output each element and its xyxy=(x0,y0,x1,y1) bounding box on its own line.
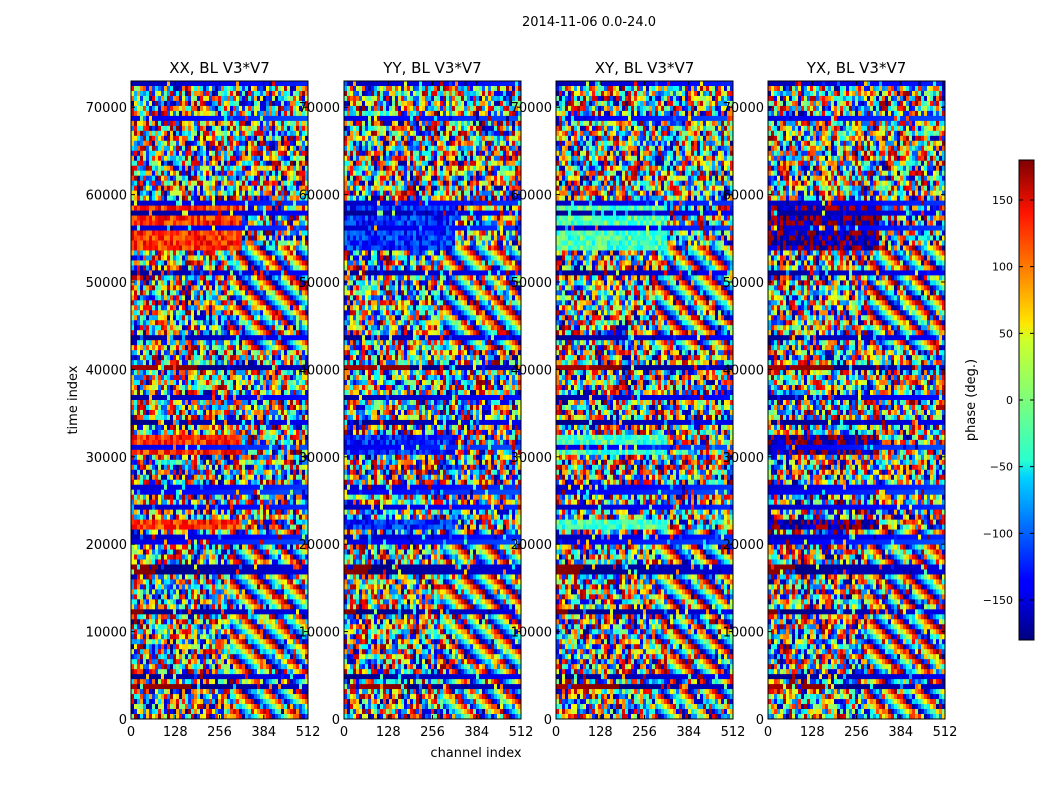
panels: XX, BL V3*V7 0 128 256 384 512 0 10000 20000 3000… xyxy=(86,59,958,740)
panel-4-phase-image xyxy=(768,81,946,720)
colorbar-tick-label: 100 xyxy=(992,261,1013,274)
y-tick-label: 20000 xyxy=(86,538,127,553)
y-tick-label: 50000 xyxy=(511,276,552,291)
colorbar-tick-label: 150 xyxy=(992,194,1013,207)
x-tick-label: 512 xyxy=(296,725,321,740)
colorbar: −150 −100 −50 0 50 100 150 phase (deg.) xyxy=(964,159,1035,641)
y-tick-label: 30000 xyxy=(511,451,552,466)
x-tick-label: 128 xyxy=(163,725,188,740)
y-tick-label: 30000 xyxy=(723,451,764,466)
colorbar-tick-label: −50 xyxy=(990,461,1013,474)
panel-4: YX, BL V3*V7 0 128 256 384 512 0 10000 20000 3000… xyxy=(723,59,958,740)
colorbar-tick-label: 0 xyxy=(1006,394,1013,407)
x-tick-label: 0 xyxy=(340,725,348,740)
y-tick-label: 60000 xyxy=(723,189,764,204)
x-tick-label: 128 xyxy=(588,725,613,740)
panel-2-title: YY, BL V3*V7 xyxy=(382,59,481,77)
y-tick-label: 40000 xyxy=(723,363,764,378)
x-tick-label: 384 xyxy=(251,725,276,740)
y-tick-label: 10000 xyxy=(511,626,552,641)
y-tick-label: 0 xyxy=(119,713,127,728)
x-tick-label: 512 xyxy=(933,725,958,740)
y-tick-label: 70000 xyxy=(511,101,552,116)
y-tick-label: 0 xyxy=(756,713,764,728)
y-tick-label: 50000 xyxy=(86,276,127,291)
x-tick-label: 128 xyxy=(376,725,401,740)
x-tick-label: 512 xyxy=(721,725,746,740)
y-tick-label: 60000 xyxy=(511,189,552,204)
y-tick-label: 30000 xyxy=(86,451,127,466)
x-tick-label: 256 xyxy=(632,725,657,740)
y-tick-label: 40000 xyxy=(299,363,340,378)
x-tick-label: 0 xyxy=(552,725,560,740)
x-tick-label: 256 xyxy=(844,725,869,740)
x-tick-label: 512 xyxy=(509,725,534,740)
panel-3-phase-image xyxy=(556,81,734,720)
x-tick-label: 384 xyxy=(464,725,489,740)
y-tick-label: 0 xyxy=(544,713,552,728)
x-axis-label: channel index xyxy=(430,746,521,761)
y-tick-label: 10000 xyxy=(723,626,764,641)
x-tick-label: 256 xyxy=(420,725,445,740)
x-tick-label: 384 xyxy=(676,725,701,740)
y-tick-label: 20000 xyxy=(723,538,764,553)
colorbar-label: phase (deg.) xyxy=(964,359,979,441)
y-tick-label: 60000 xyxy=(86,189,127,204)
y-tick-label: 20000 xyxy=(299,538,340,553)
y-tick-label: 20000 xyxy=(511,538,552,553)
x-tick-label: 0 xyxy=(127,725,135,740)
y-tick-label: 10000 xyxy=(299,626,340,641)
y-axis-label: time index xyxy=(66,365,81,434)
x-tick-label: 128 xyxy=(800,725,825,740)
colorbar-tick-label: 50 xyxy=(999,327,1013,340)
panel-1: XX, BL V3*V7 0 128 256 384 512 0 10000 20000 3000… xyxy=(86,59,321,740)
panel-2-phase-image xyxy=(344,81,522,720)
y-tick-label: 0 xyxy=(332,713,340,728)
panel-3-title: XY, BL V3*V7 xyxy=(595,59,695,77)
y-tick-label: 40000 xyxy=(86,363,127,378)
panel-3: XY, BL V3*V7 0 128 256 384 512 0 10000 20000 3000… xyxy=(511,59,746,740)
y-tick-label: 40000 xyxy=(511,363,552,378)
y-tick-label: 50000 xyxy=(723,276,764,291)
colorbar-tick-label: −150 xyxy=(983,594,1013,607)
y-tick-label: 60000 xyxy=(299,189,340,204)
y-tick-label: 70000 xyxy=(723,101,764,116)
figure-suptitle: 2014-11-06 0.0-24.0 xyxy=(522,15,656,30)
panel-2: YY, BL V3*V7 0 128 256 384 512 0 10000 20000 3000… xyxy=(299,59,534,740)
y-tick-label: 50000 xyxy=(299,276,340,291)
y-tick-label: 10000 xyxy=(86,626,127,641)
x-tick-label: 256 xyxy=(207,725,232,740)
x-tick-label: 384 xyxy=(888,725,913,740)
panel-4-title: YX, BL V3*V7 xyxy=(806,59,907,77)
x-tick-label: 0 xyxy=(764,725,772,740)
y-tick-label: 30000 xyxy=(299,451,340,466)
panel-1-phase-image xyxy=(131,81,309,720)
colorbar-tick-label: −100 xyxy=(983,527,1013,540)
y-tick-label: 70000 xyxy=(299,101,340,116)
panel-1-title: XX, BL V3*V7 xyxy=(169,59,270,77)
y-tick-label: 70000 xyxy=(86,101,127,116)
